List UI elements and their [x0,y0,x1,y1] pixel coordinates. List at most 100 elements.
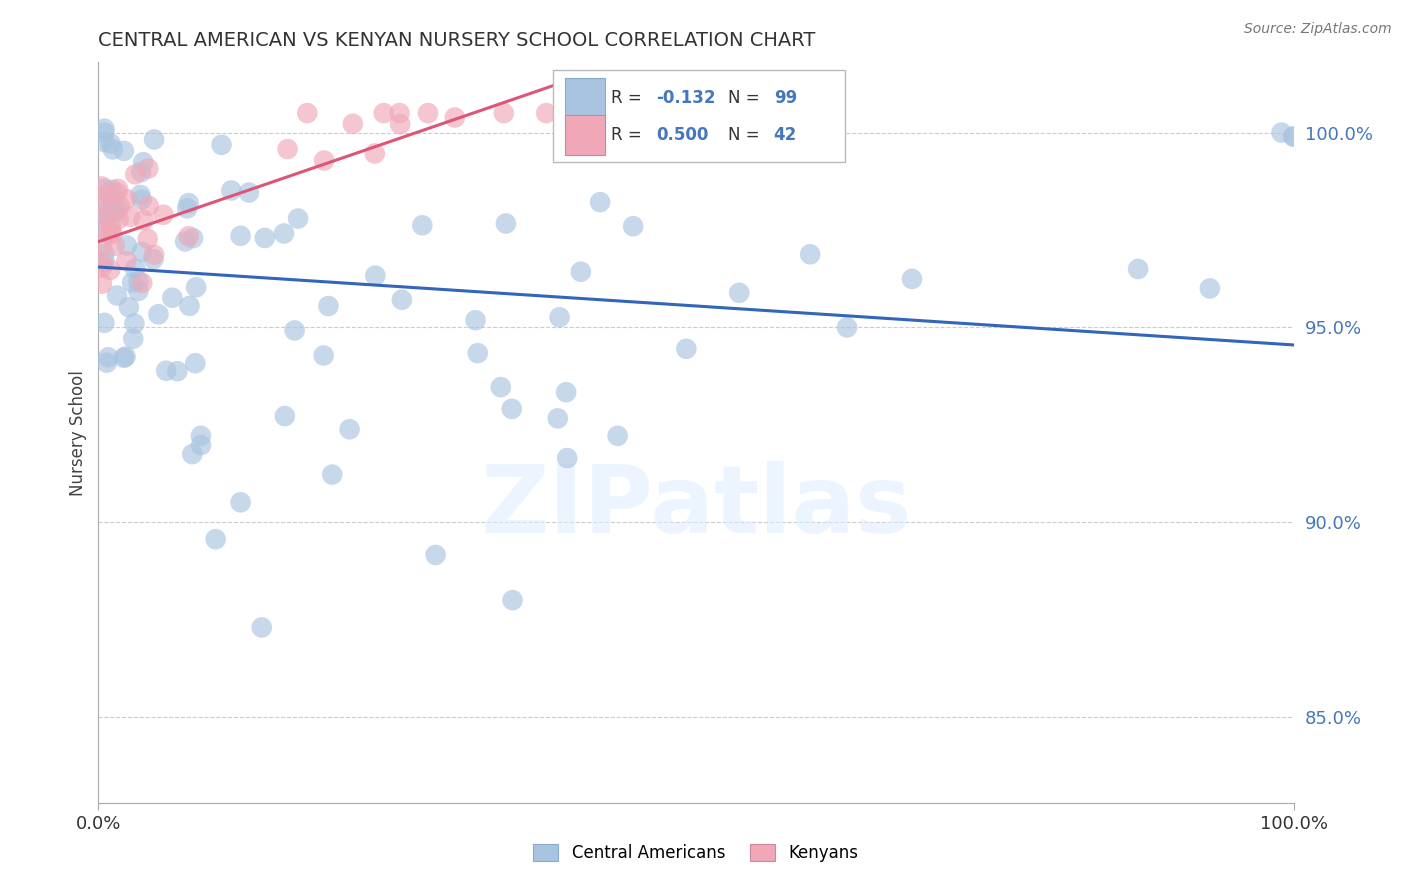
Point [132,155,155,169]
Point [373,106,395,120]
Point [321,467,343,482]
Point [443,111,465,125]
Text: N =: N = [728,89,765,107]
Point [1271,126,1294,140]
Point [166,364,188,378]
Point [190,438,212,452]
Point [190,429,212,443]
Point [229,495,252,509]
Point [136,232,159,246]
Point [177,229,200,244]
Point [118,300,141,314]
Point [492,106,515,120]
Text: N =: N = [728,126,765,144]
Point [131,193,153,207]
Point [101,183,124,197]
Point [93,211,115,225]
FancyBboxPatch shape [565,78,605,118]
Point [132,213,155,227]
Point [614,145,637,160]
Point [143,247,166,261]
Point [186,280,208,294]
Point [114,350,136,364]
Point [115,192,138,206]
Point [901,272,924,286]
Text: 0.500: 0.500 [657,126,709,144]
Point [101,142,124,156]
Point [502,593,524,607]
Point [121,276,143,290]
Point [176,202,198,216]
Point [297,106,319,120]
Point [138,199,160,213]
Point [93,316,115,330]
Point [799,247,821,261]
Point [589,195,612,210]
Point [127,284,149,298]
Y-axis label: Nursery School: Nursery School [69,369,87,496]
Point [97,227,120,241]
Point [120,210,142,224]
Point [105,288,128,302]
Point [155,364,177,378]
Point [112,351,135,365]
Point [131,244,153,259]
Point [179,299,201,313]
Point [124,317,146,331]
Point [100,193,122,207]
Point [287,211,309,226]
Point [391,293,413,307]
Point [569,265,592,279]
Point [152,208,174,222]
Point [467,346,489,360]
Point [108,199,131,213]
Point [136,161,159,176]
Point [547,411,569,425]
Point [98,262,121,277]
Point [91,239,114,253]
Legend: Central Americans, Kenyans: Central Americans, Kenyans [527,837,865,869]
Point [416,106,439,120]
Point [91,256,114,270]
Text: CENTRAL AMERICAN VS KENYAN NURSERY SCHOOL CORRELATION CHART: CENTRAL AMERICAN VS KENYAN NURSERY SCHOO… [98,30,815,50]
FancyBboxPatch shape [565,115,605,155]
Point [100,224,122,238]
Point [129,165,152,179]
Point [555,451,578,466]
Point [1282,129,1305,144]
Point [101,227,124,241]
Point [219,184,242,198]
Point [501,401,523,416]
Point [606,429,628,443]
Point [100,136,122,151]
Text: R =: R = [612,89,647,107]
Point [124,261,146,276]
Point [312,349,335,363]
Point [495,217,517,231]
Point [93,246,115,260]
Point [388,106,411,120]
Point [96,356,118,370]
Point [489,380,512,394]
Point [253,231,276,245]
Point [229,228,252,243]
Point [104,239,127,253]
Point [835,320,858,334]
Point [93,254,115,268]
Point [93,121,115,136]
Point [162,291,184,305]
Point [728,285,751,300]
Point [129,188,152,202]
Point [93,197,115,211]
Text: ZIPatlas: ZIPatlas [481,460,911,553]
Point [204,532,226,546]
Point [91,260,114,275]
Point [177,196,200,211]
Point [100,193,122,207]
Point [174,235,197,249]
Point [97,351,120,365]
Point [93,126,115,140]
Point [181,447,204,461]
Point [536,106,558,120]
Point [250,620,273,634]
